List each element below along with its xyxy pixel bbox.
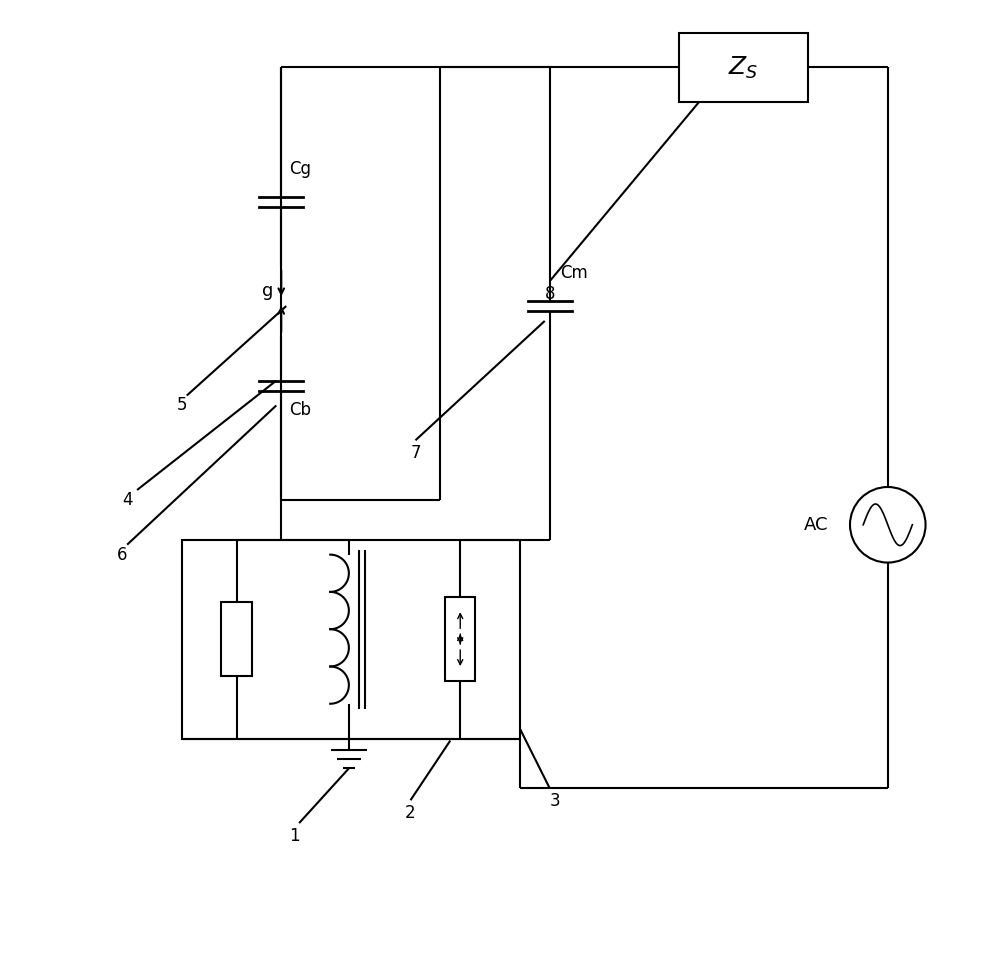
Text: 2: 2 — [405, 804, 416, 822]
Text: 6: 6 — [117, 546, 127, 564]
Text: 4: 4 — [122, 490, 132, 509]
Text: AC: AC — [804, 516, 828, 533]
Text: Cm: Cm — [560, 264, 587, 282]
Text: Cg: Cg — [289, 160, 311, 177]
Circle shape — [850, 487, 926, 563]
Text: $Z_S$: $Z_S$ — [728, 55, 759, 81]
Bar — [221, 602, 252, 677]
Text: 1: 1 — [289, 827, 299, 845]
Text: 8: 8 — [544, 285, 555, 303]
Text: 5: 5 — [177, 397, 187, 414]
Text: Cb: Cb — [289, 402, 311, 419]
Bar — [445, 597, 475, 682]
Bar — [679, 32, 808, 102]
Text: 3: 3 — [549, 792, 560, 810]
Text: 7: 7 — [410, 445, 421, 462]
Text: g: g — [262, 282, 273, 300]
Bar — [182, 540, 520, 738]
